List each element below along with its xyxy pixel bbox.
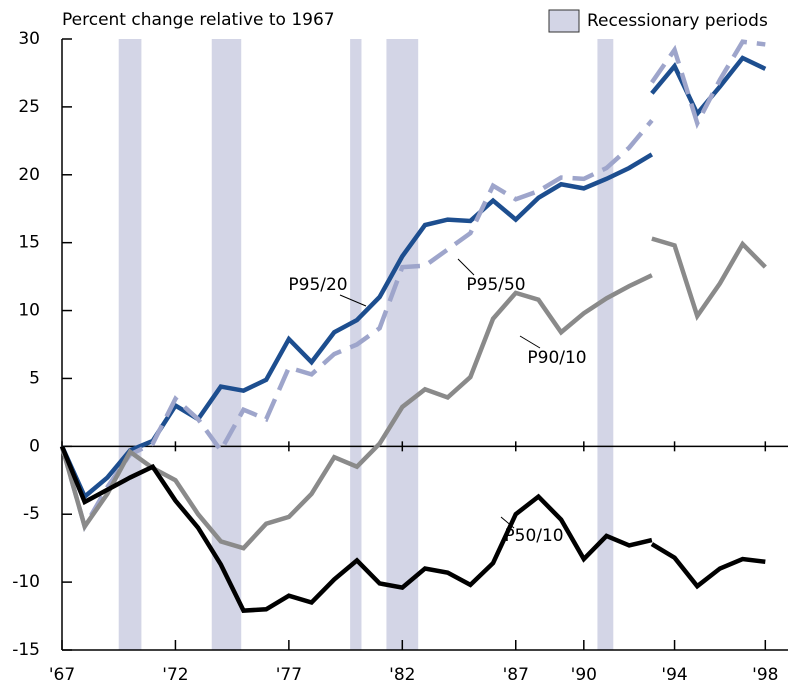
y-tick-label: -15 (12, 640, 40, 660)
x-tick-label: '82 (389, 665, 415, 685)
y-tick-label: 5 (29, 368, 40, 388)
x-tick-label: '98 (752, 665, 778, 685)
y-tick-label: 10 (18, 301, 40, 321)
y-tick-label: 30 (18, 29, 40, 49)
series-label: P95/50 (466, 275, 525, 295)
series-label: P90/10 (527, 348, 586, 368)
label-leader (519, 335, 541, 349)
x-tick-label: '94 (661, 665, 687, 685)
y-tick-label: -5 (23, 504, 40, 524)
label-leader (457, 258, 475, 276)
y-tick-label: 0 (29, 436, 40, 456)
x-tick-label: '67 (49, 665, 75, 685)
series-line (59, 445, 766, 613)
label-leader (339, 294, 367, 307)
y-tick-label: 25 (18, 97, 40, 117)
recession-band (386, 39, 419, 650)
series-label: P50/10 (504, 526, 563, 546)
x-tick-label: '87 (503, 665, 529, 685)
legend-label: Recessionary periods (587, 11, 768, 31)
y-tick-label: 20 (18, 165, 40, 185)
chart-title: Percent change relative to 1967 (62, 10, 335, 30)
recession-band (118, 39, 142, 650)
x-tick-label: '77 (276, 665, 302, 685)
y-tick-label: 15 (18, 233, 40, 253)
label-leader (500, 516, 515, 529)
series-line (59, 236, 767, 551)
y-tick-label: -10 (12, 572, 40, 592)
x-tick-label: '72 (162, 665, 188, 685)
series-line (59, 39, 766, 533)
x-tick-label: '90 (571, 665, 597, 685)
legend-swatch (548, 9, 580, 33)
recession-band (597, 39, 614, 650)
series-label: P95/20 (288, 275, 347, 295)
